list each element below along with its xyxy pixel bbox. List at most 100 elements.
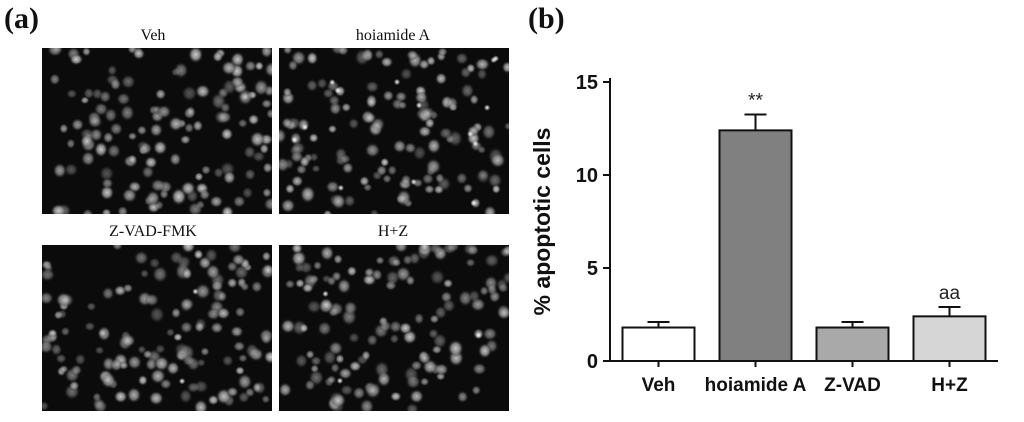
nucleus — [481, 123, 497, 141]
nucleus — [42, 267, 56, 282]
nucleus — [261, 251, 272, 262]
nucleus — [455, 172, 468, 185]
nucleus — [405, 275, 416, 286]
x-tick-label: hoiamide A — [705, 375, 807, 396]
nucleus — [139, 269, 150, 279]
nucleus — [213, 166, 224, 179]
nucleus — [389, 333, 400, 344]
nucleus — [144, 293, 160, 307]
nucleus — [153, 355, 170, 372]
nucleus — [117, 205, 129, 214]
nucleus — [379, 320, 392, 333]
nucleus — [261, 394, 271, 404]
nucleus — [210, 321, 224, 334]
nucleus — [437, 48, 448, 57]
nucleus — [343, 194, 356, 208]
nucleus — [366, 333, 379, 347]
nucleus — [431, 345, 443, 355]
nucleus — [364, 383, 381, 400]
nucleus — [47, 48, 64, 57]
nucleus — [503, 122, 509, 131]
nucleus — [176, 254, 192, 269]
nucleus — [305, 78, 319, 93]
nucleus — [399, 67, 413, 81]
nucleus — [376, 164, 388, 177]
nucleus — [447, 339, 464, 358]
nucleus — [462, 245, 479, 257]
nucleus — [429, 269, 446, 286]
nucleus — [220, 205, 234, 214]
nucleus — [352, 386, 366, 400]
nucleus — [230, 51, 245, 67]
nucleus — [152, 265, 169, 283]
nucleus — [86, 301, 97, 312]
nucleus — [127, 154, 138, 165]
nucleus — [405, 374, 421, 390]
nucleus — [153, 140, 168, 156]
nucleus — [420, 353, 430, 364]
nucleus — [238, 353, 248, 363]
nucleus — [455, 52, 469, 65]
nucleus — [181, 267, 193, 280]
nucleus — [173, 62, 189, 79]
nucleus — [66, 88, 78, 99]
nucleus — [179, 297, 194, 313]
apoptotic-nucleus — [328, 79, 336, 86]
nucleus — [348, 332, 360, 344]
apoptotic-nucleus — [470, 199, 477, 207]
axes: 0 5 10 15 — [576, 72, 998, 373]
nucleus — [291, 250, 307, 267]
nucleus — [282, 48, 293, 55]
nucleus — [423, 184, 436, 195]
apoptotic-nucleus — [393, 78, 401, 86]
nucleus — [221, 354, 234, 367]
nucleus — [282, 87, 293, 98]
nucleus — [92, 396, 106, 411]
nucleus — [479, 285, 490, 297]
nucleus — [382, 174, 392, 184]
nucleus — [483, 205, 498, 214]
nucleus — [237, 373, 253, 390]
nucleus — [230, 325, 244, 338]
nucleus — [365, 95, 378, 109]
nucleus — [336, 278, 352, 295]
nucleus — [432, 332, 448, 349]
nucleus — [155, 88, 167, 100]
nucleus — [198, 188, 211, 201]
nucleus — [42, 291, 54, 305]
nucleus — [193, 399, 209, 411]
nucleus — [106, 143, 122, 159]
nucleus — [290, 175, 304, 188]
nucleus — [249, 130, 266, 148]
nucleus — [396, 189, 412, 207]
nucleus — [57, 309, 68, 320]
nucleus — [181, 85, 198, 102]
nucleus — [284, 279, 296, 289]
nucleus — [386, 254, 402, 268]
nucleus — [259, 143, 270, 155]
nucleus — [429, 314, 440, 324]
nucleus — [294, 262, 305, 274]
nucleus — [375, 256, 385, 265]
nucleus — [405, 402, 419, 411]
nucleus — [328, 340, 344, 356]
nucleus — [471, 385, 482, 396]
nucleus — [460, 82, 475, 99]
nucleus — [394, 245, 409, 254]
nucleus — [327, 124, 338, 134]
nucleus — [70, 364, 83, 376]
nucleus — [237, 118, 248, 129]
nucleus — [70, 118, 85, 132]
nucleus — [142, 349, 153, 360]
bar — [718, 129, 793, 362]
x-tick-label: Z-VAD — [824, 375, 881, 396]
nucleus — [82, 208, 94, 214]
nucleus — [169, 152, 182, 166]
nucleus — [279, 156, 290, 173]
nucleus — [244, 60, 257, 72]
apoptotic-nucleus — [178, 377, 186, 385]
nucleus — [107, 64, 118, 76]
nucleus — [364, 142, 381, 158]
nucleus — [486, 283, 498, 296]
nucleus — [365, 80, 380, 94]
